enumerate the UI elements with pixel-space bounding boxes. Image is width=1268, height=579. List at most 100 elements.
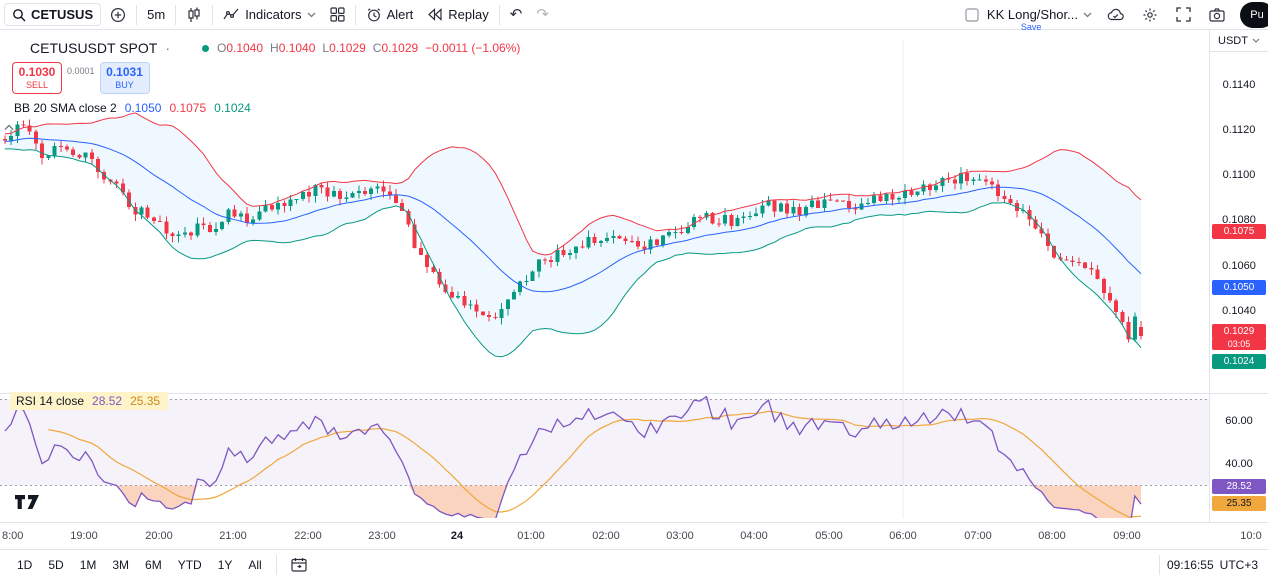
publish-label: Pu [1250,8,1264,21]
replay-button[interactable]: Replay [420,4,495,25]
go-to-date-button[interactable] [284,554,314,575]
spread-value: 0.0001 [67,66,95,76]
time-axis[interactable]: 8:00 19:00 20:00 21:00 22:00 23:00 24 01:00 02:0… [0,522,1268,549]
collapse-toolbar-button[interactable] [2,120,16,134]
high-value: 0.1040 [278,41,316,55]
clock-time: 09:16:55 [1166,557,1214,572]
save-status[interactable]: Save [1020,22,1042,32]
clock-timezone: UTC+3 [1219,557,1258,572]
price-badge: 0.1075 [1212,224,1266,239]
undo-icon: ↶ [509,6,523,23]
price-axis-tick: 0.1040 [1222,305,1256,317]
range-6M[interactable]: 6M [145,557,162,572]
range-1M[interactable]: 1M [79,557,97,572]
price-axis[interactable]: USDT 0.1140 0.1120 0.1100 0.1080 0.1060 0.104… [1209,30,1268,522]
indicators-label: Indicators [245,7,302,22]
gear-icon [1142,7,1158,23]
toolbar-separator [275,554,277,575]
grid-icon [329,7,345,22]
compare-add-symbol-button[interactable] [103,4,133,26]
buy-label: BUY [115,79,134,90]
fullscreen-icon [1176,7,1191,22]
pane-separator[interactable] [0,393,1268,394]
time-tick: 01:00 [517,530,545,542]
time-tick: 05:00 [815,530,843,542]
rsi-badge: 25.35 [1212,496,1266,511]
redo-icon: ↷ [536,6,549,23]
bb-indicator-legend[interactable]: BB 20 SMA close 2 0.1050 0.1075 0.1024 [14,101,251,115]
toolbar-separator [136,4,138,25]
time-tick: 09:00 [1113,530,1141,542]
alert-label: Alert [386,7,414,22]
bollinger-fill [4,112,1141,357]
redo-button[interactable]: ↷ [529,4,556,25]
bb-lower-value: 0.1024 [214,101,251,115]
indicators-icon [223,7,240,22]
range-All[interactable]: All [248,557,262,572]
grid-layout-button[interactable] [323,4,352,25]
time-tick: 10:0 [1240,530,1262,542]
price-axis-currency[interactable]: USDT [1210,30,1268,52]
time-tick: 22:00 [294,530,322,542]
time-tick: 8:00 [2,530,24,542]
snapshot-button[interactable] [1202,5,1232,25]
bb-title: BB 20 SMA close 2 [14,101,117,115]
range-1D[interactable]: 1D [17,557,33,572]
undo-button[interactable]: ↶ [503,4,530,25]
chart-legend: CETUSUSDT SPOT · O0.1040 H0.1040 L0.1029… [30,40,520,56]
clock[interactable]: 09:16:55 UTC+3 [1167,558,1258,572]
time-tick: 21:00 [219,530,247,542]
open-value: 0.1040 [226,41,264,55]
sell-button[interactable]: 0.1030 SELL [12,62,62,94]
symbol-title[interactable]: CETUSUSDT SPOT [30,40,158,56]
rsi-band [0,399,1210,486]
rsi-axis-tick: 40.00 [1225,458,1253,470]
time-tick: 03:00 [666,530,694,542]
chart-style-button[interactable] [179,4,209,26]
close-value: 0.1029 [381,41,419,55]
fullscreen-button[interactable] [1169,4,1198,25]
calendar-icon [291,557,307,572]
range-1Y[interactable]: 1Y [217,557,233,572]
indicators-button[interactable]: Indicators [216,4,322,25]
interval-button[interactable]: 5m [140,4,172,25]
alert-button[interactable]: Alert [359,4,421,26]
top-toolbar: CETUSUS 5m Indicators Alert [0,0,1268,32]
settings-button[interactable] [1135,4,1165,26]
time-tick: 20:00 [145,530,173,542]
replay-label: Replay [448,7,489,22]
main-chart[interactable] [0,30,1210,522]
range-3M[interactable]: 3M [112,557,130,572]
chevron-down-icon [1083,12,1092,18]
rsi-badge: 28.52 [1212,479,1266,494]
range-YTD[interactable]: YTD [177,557,202,572]
time-tick: 07:00 [964,530,992,542]
ohlc-values: O0.1040 H0.1040 L0.1029 C0.1029 −0.0011 … [217,41,520,55]
rsi-title: RSI 14 close [16,394,85,408]
toolbar-separator [498,4,500,25]
price-axis-tick: 0.1060 [1222,260,1256,272]
toolbar-separator [354,4,356,25]
range-5D[interactable]: 5D [48,557,64,572]
replay-icon [427,8,443,21]
rsi-indicator-legend[interactable]: RSI 14 close 28.52 25.35 [10,392,169,410]
price-axis-tick: 0.1100 [1222,169,1256,181]
close-label: C [372,41,382,55]
time-tick: 24 [450,530,464,542]
clock-group: 09:16:55 UTC+3 [1156,554,1258,575]
time-tick: 04:00 [740,530,768,542]
low-value: 0.1029 [329,41,366,55]
publish-button[interactable]: Pu [1240,1,1268,28]
toolbar-separator [175,4,177,25]
tradingview-logo[interactable] [14,494,40,513]
checkbox-icon[interactable] [965,7,979,22]
bollinger-lower-line [4,148,1142,358]
layout-selector[interactable]: KK Long/Shor... Save [983,5,1096,32]
buy-button[interactable]: 0.1031 BUY [99,62,150,94]
interval-label: 5m [147,7,166,22]
price-axis-tick: 0.1120 [1222,124,1256,136]
symbol-search-button[interactable]: CETUSUS [4,3,102,26]
sell-label: SELL [25,79,49,90]
rsi-value: 28.52 [92,394,123,408]
cloud-save-button[interactable] [1100,5,1131,24]
